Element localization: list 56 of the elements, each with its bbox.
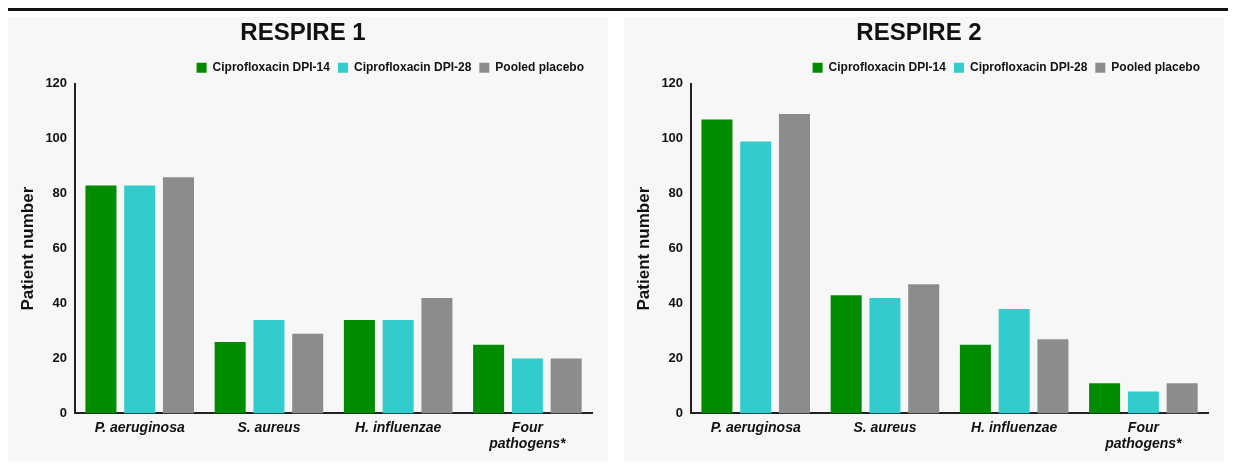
bar [1127,391,1159,414]
chart-title: RESPIRE 2 [856,18,982,46]
legend-label: Ciprofloxacin DPI-14 [828,60,947,75]
legend-label: Pooled placebo [495,60,585,75]
legend-label: Ciprofloxacin DPI-14 [212,60,331,75]
bar [869,298,901,414]
bar [740,141,772,414]
bar [162,177,194,414]
y-tick-label: 100 [661,130,684,146]
bar [908,284,940,414]
bar [1037,339,1069,414]
bar [511,358,543,414]
y-tick-label: 20 [668,350,684,366]
x-tick-label: P. aeruginosa [94,418,185,435]
y-tick-label: 60 [52,240,68,256]
y-tick-label: 20 [52,350,68,366]
bar [1166,383,1198,414]
y-tick-label: 100 [45,130,68,146]
bar [292,333,324,414]
bar [550,358,582,414]
bar [421,298,453,414]
bar [85,185,117,414]
bar [473,344,505,414]
y-axis-title: Patient number [633,186,653,311]
bar [253,320,285,414]
y-tick-label: 80 [668,185,684,201]
x-tick-label: S. aureus [853,418,917,435]
y-tick-label: 40 [668,295,684,311]
bar [124,185,156,414]
y-tick-label: 60 [668,240,684,256]
x-tick-label: H. influenzae [354,418,442,435]
chart-title: RESPIRE 1 [240,18,366,46]
x-tick-label: Four pathogens* [488,418,567,452]
y-tick-label: 120 [661,75,684,91]
legend-label: Pooled placebo [1111,60,1201,75]
bar [214,341,246,414]
bar [830,295,862,414]
bar [959,344,991,414]
y-tick-label: 0 [675,404,684,420]
bar [343,320,375,414]
y-tick-label: 40 [52,295,68,311]
x-tick-label: Four pathogens* [1104,418,1183,452]
x-tick-label: P. aeruginosa [710,418,801,435]
legend-label: Ciprofloxacin DPI-28 [353,60,472,75]
x-tick-label: H. influenzae [970,418,1058,435]
bar [998,309,1030,414]
bar [778,114,810,414]
legend-label: Ciprofloxacin DPI-28 [969,60,1088,75]
x-tick-label: S. aureus [237,418,301,435]
bar [382,320,414,414]
y-tick-label: 80 [52,185,68,201]
bar [1089,383,1121,414]
y-tick-label: 120 [45,75,68,91]
y-tick-label: 0 [59,404,68,420]
bar [701,119,733,414]
y-axis-title: Patient number [17,186,37,311]
